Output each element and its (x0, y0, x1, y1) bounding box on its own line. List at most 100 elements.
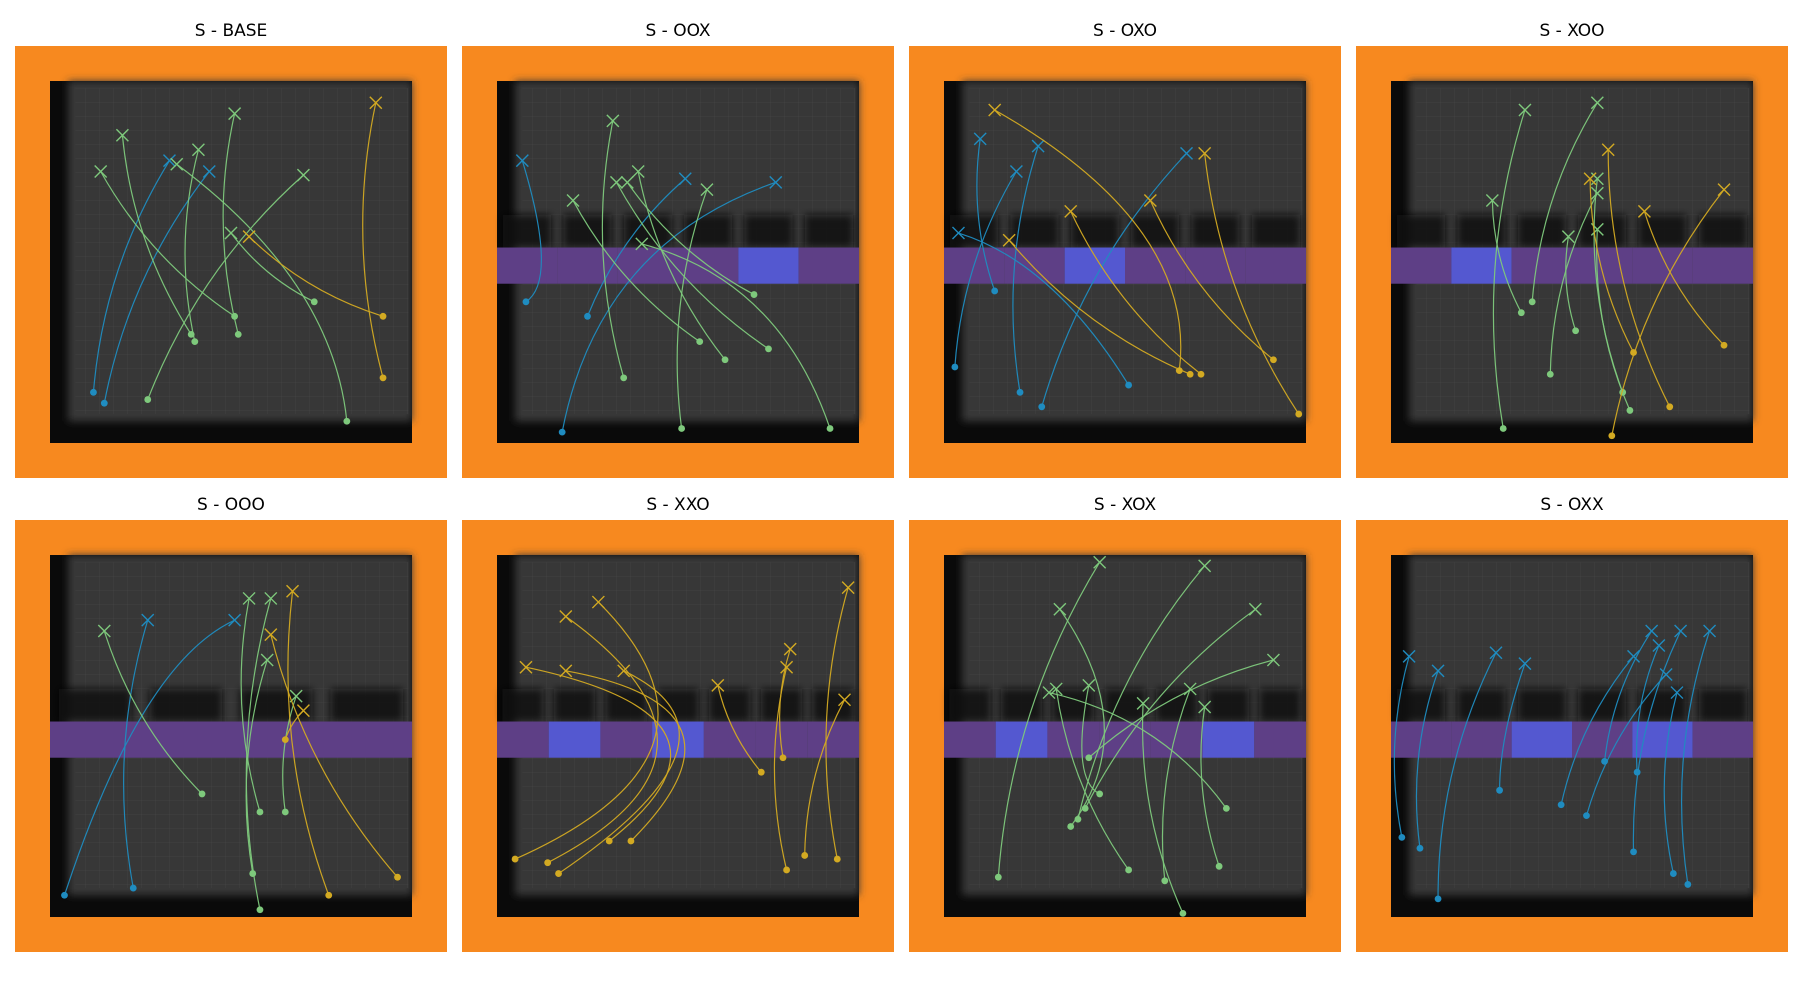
wall-shadow-segment (1397, 688, 1446, 722)
trajectory-path (248, 236, 384, 317)
panel-s-oox: S - OOX (462, 19, 894, 481)
trajectory-end-marker (1583, 172, 1597, 186)
arena-floor-grid (75, 88, 409, 415)
end-marker-stroke (988, 103, 1002, 117)
trajectory-end-marker (115, 128, 129, 142)
end-marker-stroke (1248, 602, 1262, 616)
arena-view (909, 46, 1341, 478)
arena-view (462, 520, 894, 952)
trajectory-start-marker (1630, 349, 1637, 356)
end-marker-stroke (559, 610, 573, 624)
end-marker-stroke (1583, 172, 1597, 186)
trajectory-start-marker (584, 312, 591, 320)
trajectory-end-marker (566, 193, 580, 207)
trajectory-end-marker (1590, 96, 1604, 110)
trajectory-path (1607, 149, 1671, 408)
end-marker-stroke (260, 653, 274, 667)
trajectory-path (1041, 152, 1187, 407)
trajectory-path (547, 616, 658, 864)
trajectory-path (615, 182, 769, 350)
trajectory-start-marker (522, 298, 530, 306)
door-wall-shadow (1397, 214, 1747, 248)
trajectory-end-marker (260, 653, 274, 667)
panel-s-oxx: S - OXX (1356, 493, 1788, 955)
trajectory-path (1491, 200, 1522, 313)
trajectory-end-marker (1402, 649, 1416, 663)
door-open (1511, 721, 1572, 758)
wall-shadow-segment (1259, 688, 1301, 722)
trajectory-start-marker (281, 736, 289, 744)
trajectory-start-marker (234, 331, 242, 338)
trajectory-start-marker (558, 428, 566, 436)
end-marker-stroke (1703, 624, 1717, 638)
trajectory-start-marker (129, 884, 137, 892)
trajectory-end-marker (1002, 233, 1016, 247)
door-closed (1391, 247, 1452, 284)
wall-shadow-segment (949, 688, 991, 722)
end-marker-stroke (1627, 649, 1641, 663)
door-wall-shadow (503, 214, 853, 248)
end-marker-stroke (1674, 624, 1688, 638)
end-marker-stroke (1180, 146, 1194, 160)
trajectory-start-marker (833, 855, 841, 863)
trajectory-path (270, 634, 398, 878)
trajectory-path (676, 189, 708, 429)
trajectory-start-marker (1684, 881, 1692, 888)
wall-shadow-segment (149, 688, 222, 722)
trajectory-start-marker (231, 312, 239, 320)
trajectory-start-marker (1517, 309, 1525, 317)
trajectory-start-marker (721, 356, 729, 364)
trajectory-start-marker (343, 417, 351, 425)
trajectory-path (1632, 630, 1682, 852)
end-marker-stroke (1431, 664, 1445, 678)
trajectory-end-marker (1198, 700, 1212, 714)
end-marker-stroke (515, 154, 529, 168)
panel-s-xox: S - XOX (909, 493, 1341, 955)
door-wall-shadow (950, 214, 1300, 248)
end-marker-stroke (711, 678, 725, 692)
trajectory-end-marker (609, 175, 623, 189)
trajectory-start-marker (325, 891, 333, 899)
end-marker-stroke (289, 689, 303, 703)
end-marker-stroke (1143, 193, 1157, 207)
wall-shadow-segment (605, 688, 647, 722)
trajectory-path (572, 200, 701, 343)
trajectory-end-marker (1670, 686, 1684, 700)
trajectory-start-marker (1528, 298, 1536, 306)
panel-title: S - OXX (1540, 495, 1604, 515)
trajectory-start-marker (1215, 862, 1223, 870)
trajectory-start-marker (256, 906, 264, 914)
end-marker-stroke (1198, 700, 1212, 714)
wall-shadow-segment (1578, 214, 1627, 248)
trajectory-path (222, 113, 239, 335)
end-marker-stroke (1670, 686, 1684, 700)
end-marker-stroke (191, 143, 205, 157)
panel-title: S - OXO (1093, 21, 1157, 41)
door-closed (755, 721, 808, 758)
end-marker-stroke (264, 591, 278, 605)
trajectory-start-marker (1572, 327, 1580, 335)
wall-shadow-segment (1517, 214, 1566, 248)
wall-shadow-segment (1251, 214, 1300, 248)
trajectory-path (565, 670, 686, 842)
trajectory-path (514, 601, 659, 860)
trajectory-path (362, 102, 384, 378)
wall-shadow-segment (804, 214, 853, 248)
trajectory-path (561, 181, 776, 433)
trajectory-start-marker (144, 396, 152, 403)
wall-shadow-segment (684, 214, 733, 248)
trajectory-end-marker (242, 591, 256, 605)
trajectory-path (717, 685, 762, 773)
trajectory-end-marker (617, 664, 631, 678)
end-marker-stroke (1590, 186, 1604, 200)
trajectory-end-marker (1042, 686, 1056, 700)
trajectory-end-marker (224, 226, 238, 240)
end-marker-stroke (224, 226, 238, 240)
trajectory-path (1437, 652, 1497, 899)
trajectory-start-marker (90, 388, 97, 396)
trajectory-path (521, 160, 542, 303)
door-open (738, 247, 799, 284)
trajectory-end-marker (973, 132, 987, 146)
trajectory-start-marker (256, 808, 264, 816)
trajectory-start-marker (1125, 866, 1133, 874)
